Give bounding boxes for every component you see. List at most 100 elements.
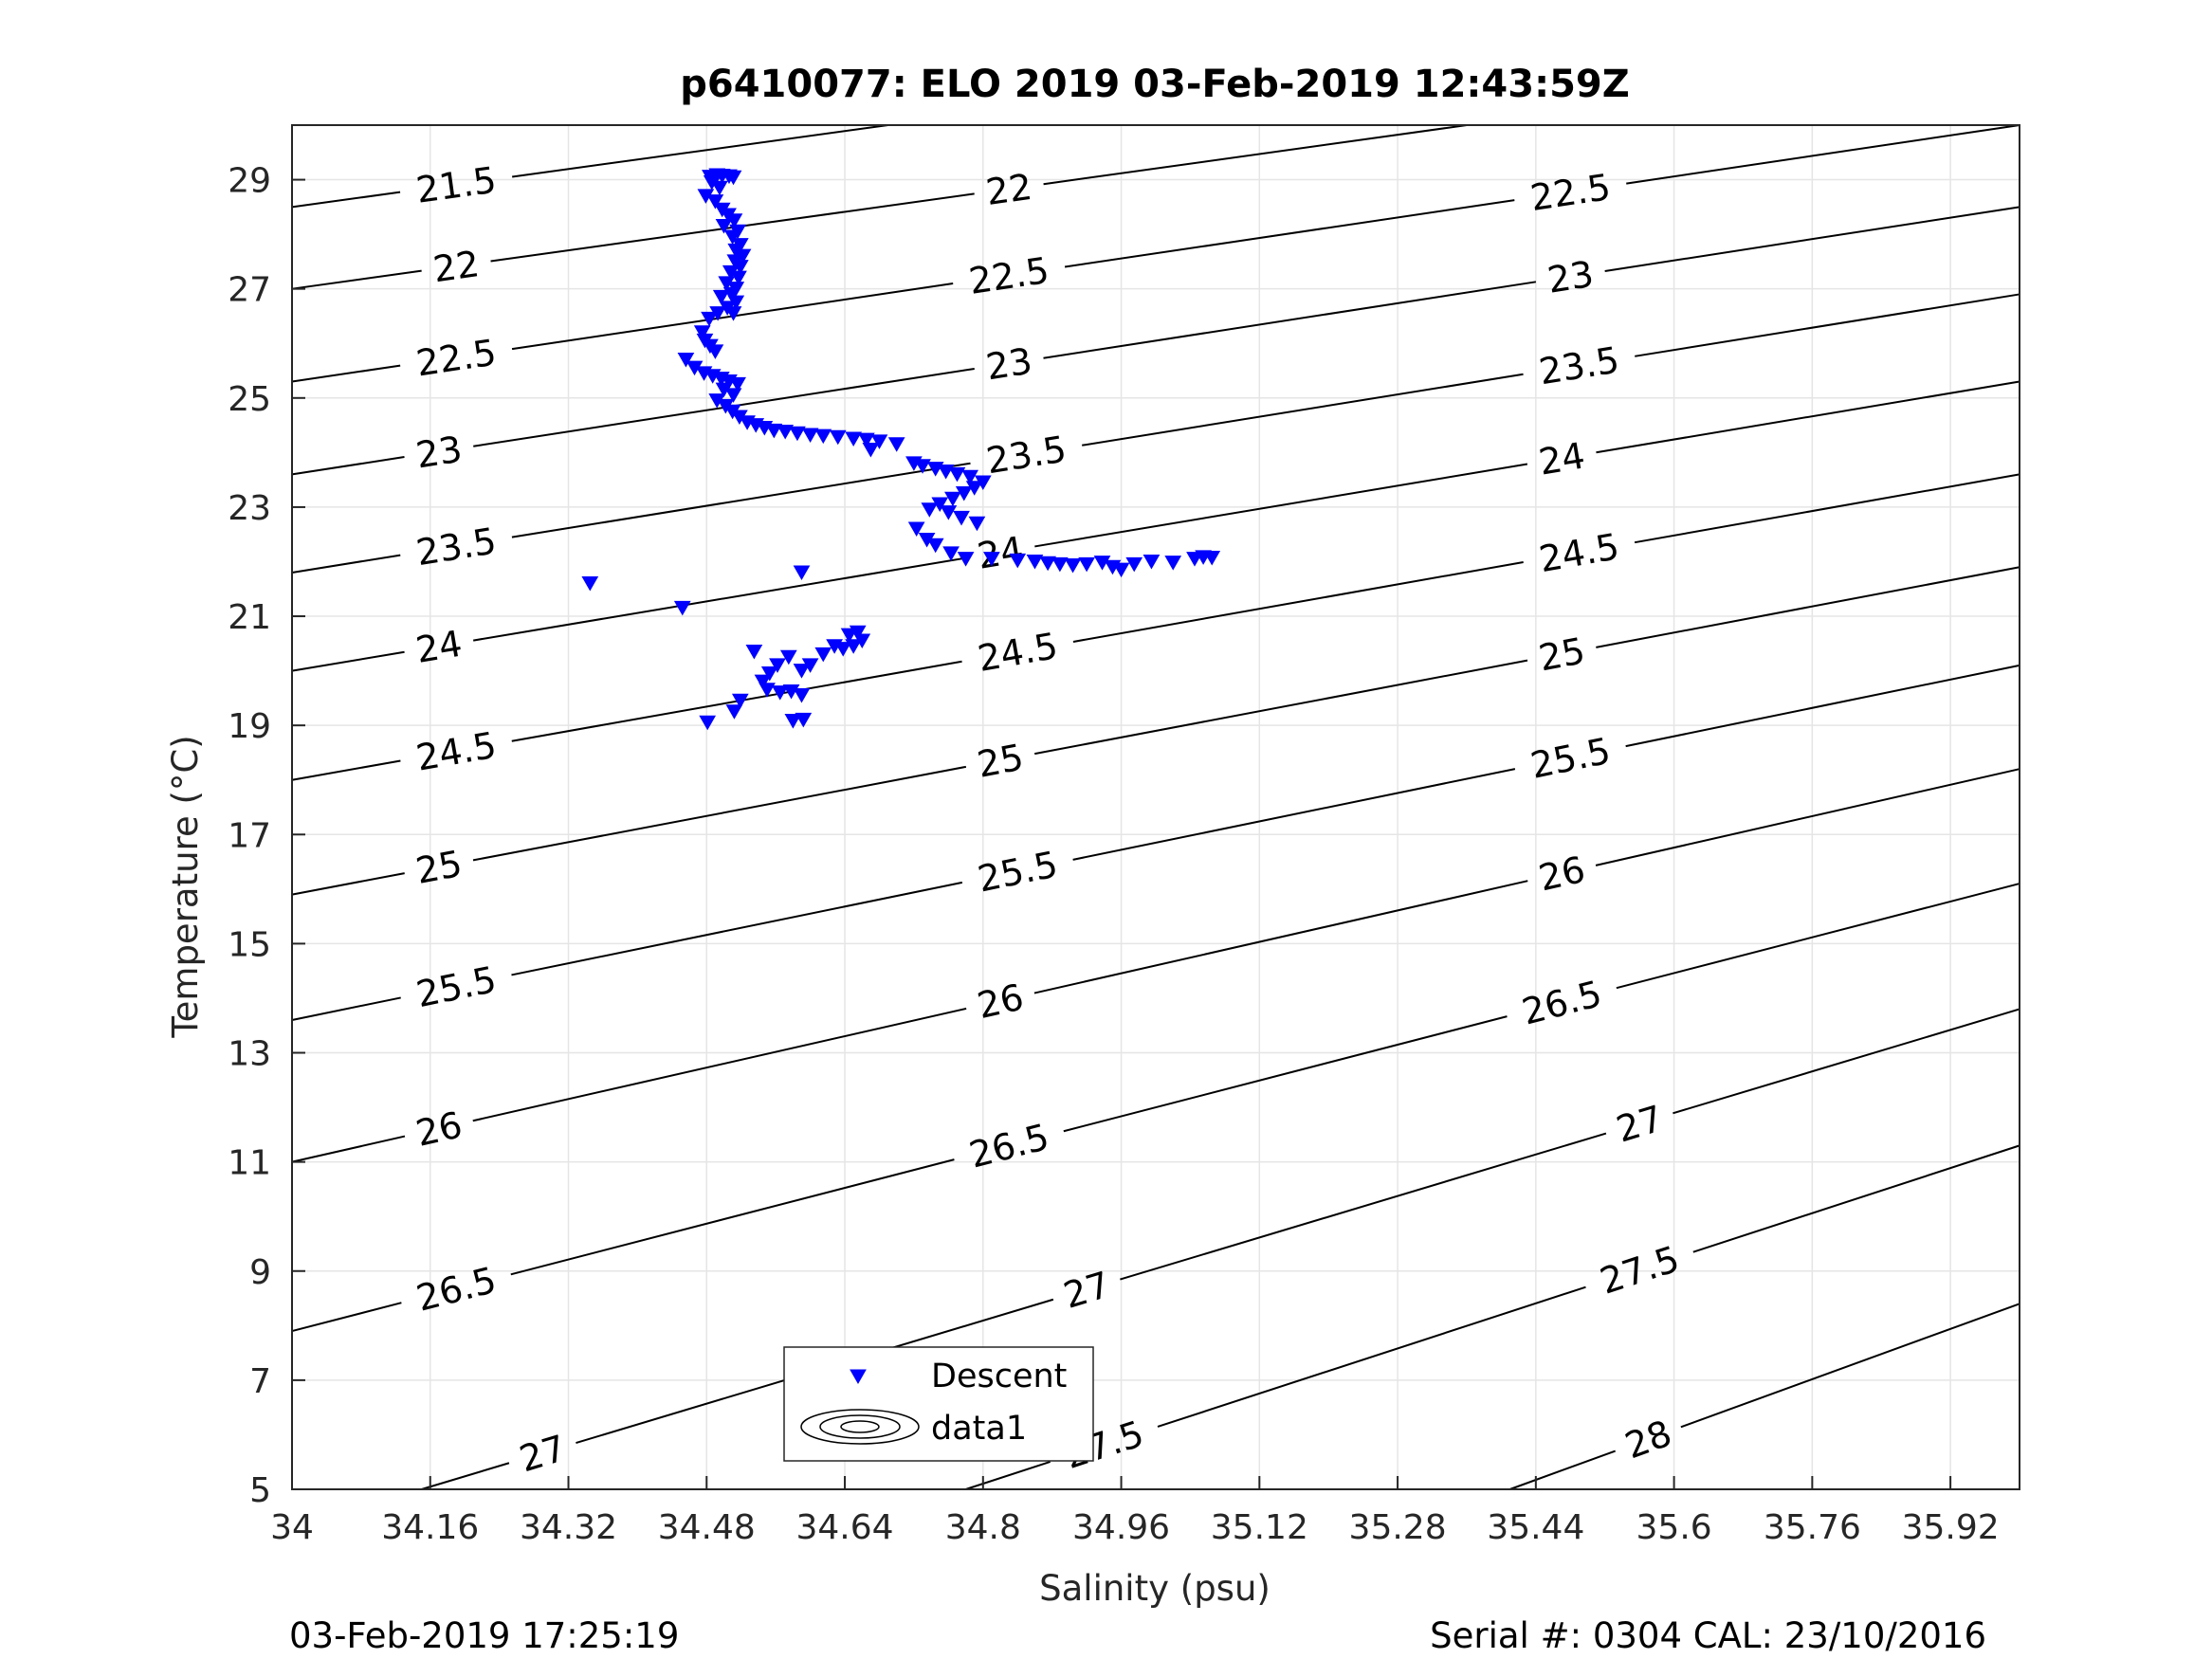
contour-label: 22: [430, 243, 482, 290]
y-tick-label: 27: [228, 271, 271, 310]
descent-point: [782, 684, 800, 700]
descent-point: [730, 270, 747, 286]
contour-label: 22: [983, 166, 1034, 213]
y-tick-label: 23: [228, 489, 271, 528]
descent-point: [942, 546, 960, 561]
descent-point: [711, 180, 728, 196]
legend-data1-contour-icon: [800, 1409, 920, 1445]
contour-line-27.5: [1692, 1144, 2020, 1253]
descent-point: [706, 344, 724, 359]
descent-series: [581, 168, 1221, 731]
descent-point: [840, 628, 858, 644]
contour-line-26: [1595, 768, 2020, 866]
descent-point: [581, 576, 599, 592]
descent-point: [829, 429, 847, 446]
descent-point: [777, 424, 795, 440]
descent-point: [745, 644, 763, 660]
descent-point: [940, 505, 958, 520]
descent-point: [731, 693, 749, 709]
descent-point: [944, 491, 961, 507]
descent-point: [907, 521, 925, 537]
contour-line-25.5: [511, 881, 963, 976]
descent-point: [1125, 556, 1143, 573]
contour-line-28: [1680, 1303, 2020, 1429]
descent-point: [862, 442, 880, 458]
descent-point: [1203, 550, 1221, 566]
contour-line-24: [1034, 463, 1528, 548]
x-tick-label: 35.12: [1211, 1508, 1308, 1547]
descent-point: [706, 194, 724, 210]
descent-point: [795, 712, 813, 728]
contour-label: 25: [974, 737, 1027, 786]
contour-line-25: [291, 872, 405, 896]
contour-line-21.5: [291, 191, 401, 209]
contour-label: 24: [1536, 434, 1588, 483]
contour-line-22: [291, 269, 422, 290]
descent-point: [779, 649, 797, 665]
contour-line-23.5: [1635, 293, 2020, 357]
contour-line-24.5: [291, 759, 401, 781]
descent-point: [834, 642, 852, 657]
contour-line-26.5: [291, 1302, 402, 1333]
descent-point: [712, 289, 730, 305]
contour-label: 24: [975, 529, 1027, 577]
descent-point: [754, 674, 772, 690]
descent-point: [1164, 556, 1182, 571]
descent-point: [926, 538, 944, 554]
descent-point: [870, 434, 888, 449]
descent-point: [921, 502, 939, 518]
descent-point: [1078, 556, 1095, 573]
contour-line-26: [472, 1007, 967, 1122]
descent-point: [957, 552, 975, 567]
descent-point: [914, 459, 931, 474]
descent-point: [1112, 562, 1130, 578]
x-tick-label: 35.28: [1349, 1508, 1447, 1547]
descent-point: [725, 704, 743, 720]
contour-line-26: [1033, 880, 1528, 994]
y-tick-label: 7: [249, 1362, 271, 1401]
legend-data1-label: data1: [931, 1410, 1027, 1448]
contour-line-27.5: [1157, 1285, 1586, 1428]
y-tick-label: 13: [228, 1035, 271, 1074]
y-tick-label: 19: [228, 707, 271, 746]
descent-point: [1051, 556, 1069, 573]
descent-point: [715, 218, 733, 234]
contour-line-22: [1043, 124, 1468, 186]
descent-point: [1143, 554, 1161, 570]
contour-line-28: [1509, 1449, 1617, 1490]
contour-line-25.5: [291, 996, 401, 1021]
descent-point: [699, 715, 717, 731]
contour-line-24: [291, 650, 405, 672]
descent-point: [759, 683, 776, 698]
descent-point: [845, 431, 863, 447]
descent-point: [677, 353, 695, 368]
descent-point: [857, 432, 875, 448]
descent-point: [814, 647, 832, 663]
legend-descent-label: Descent: [931, 1358, 1067, 1395]
descent-point: [673, 600, 691, 616]
descent-point: [953, 510, 970, 526]
x-tick-label: 35.92: [1902, 1508, 2000, 1547]
contour-label: 25: [412, 843, 466, 892]
contour-line-22.5: [291, 364, 401, 383]
descent-point: [793, 664, 811, 679]
contour-line-23.5: [1082, 373, 1524, 447]
x-tick-label: 34.32: [520, 1508, 617, 1547]
descent-point: [983, 552, 1000, 567]
contour-line-27: [1673, 1008, 2020, 1115]
contour-line-26: [291, 1135, 406, 1163]
y-tick-label: 5: [249, 1471, 271, 1510]
descent-point: [789, 426, 806, 442]
contour-line-25.5: [1625, 664, 2020, 748]
descent-point: [793, 565, 811, 580]
contour-line-27.5: [965, 1460, 1051, 1490]
descent-point: [887, 437, 905, 452]
contour-line-26.5: [1063, 1015, 1508, 1133]
descent-point: [724, 388, 742, 403]
axis-ticks: 34 34.16 34.32 34.48 34.64 34.8 34.96 35.12 35.2…: [228, 162, 1999, 1547]
contour-line-23: [291, 456, 405, 476]
contour-label: 26: [1535, 848, 1589, 900]
x-axis-label: Salinity (psu): [1039, 1568, 1271, 1609]
contour-label: 26: [974, 976, 1028, 1028]
